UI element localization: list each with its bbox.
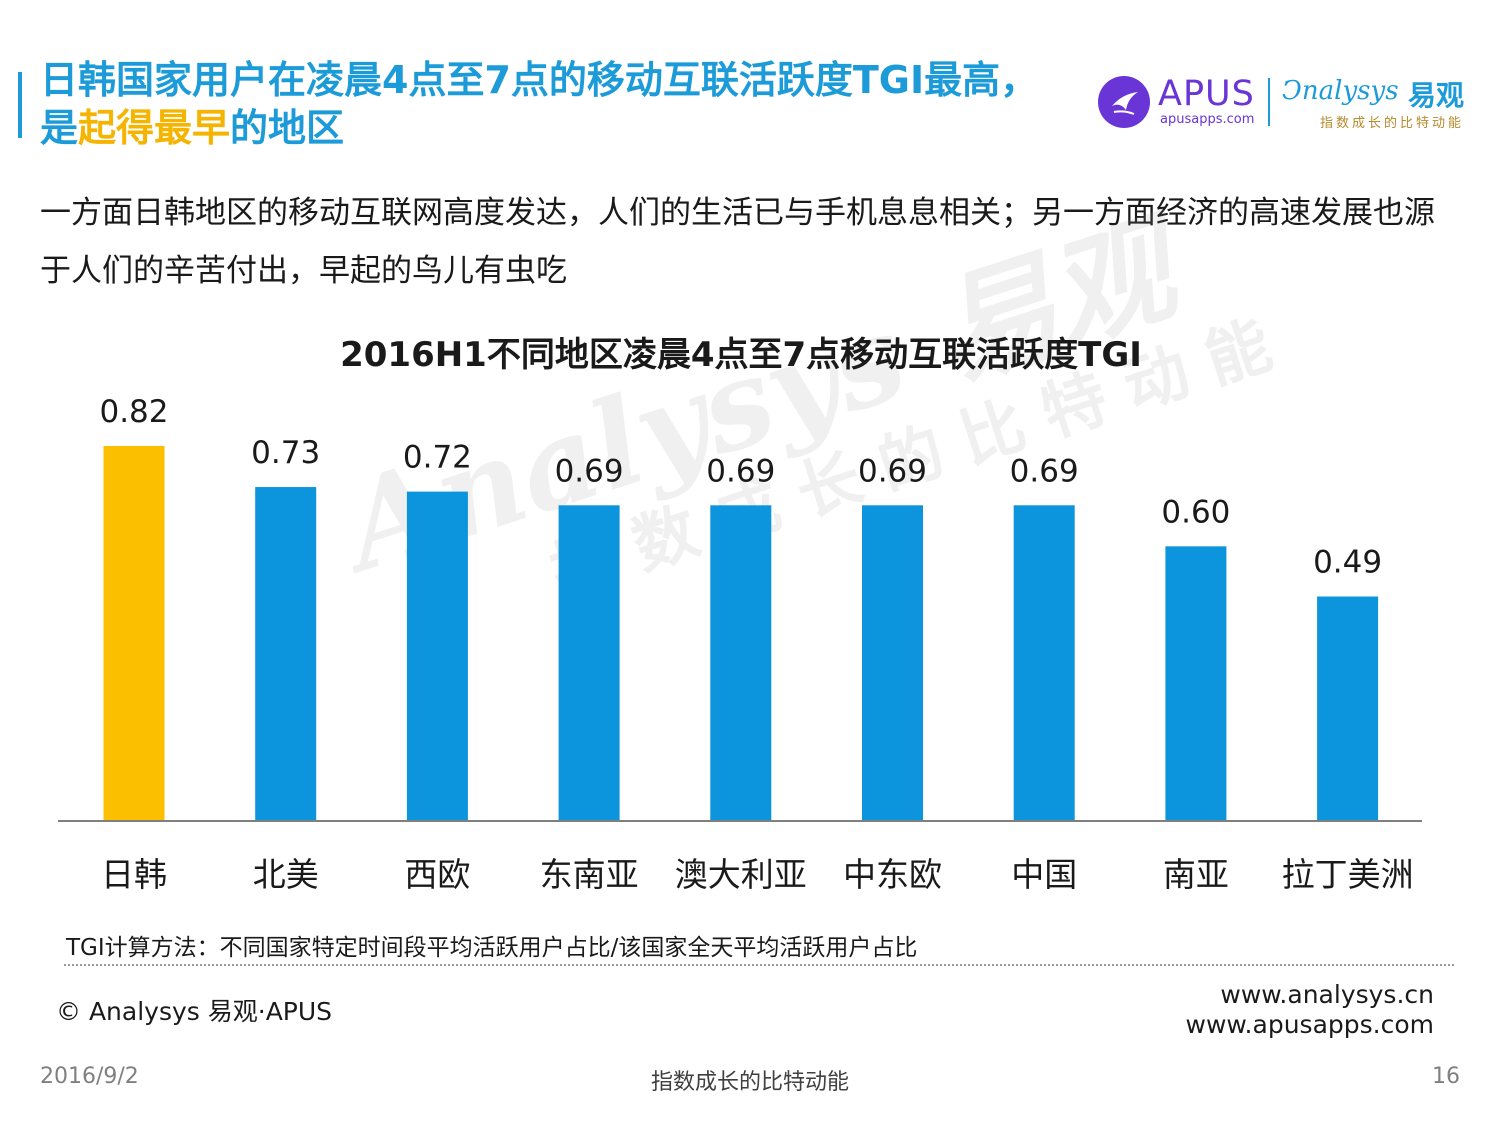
title-accent-bar xyxy=(18,72,22,138)
tgi-footnote: TGI计算方法：不同国家特定时间段平均活跃用户占比/该国家全天平均活跃用户占比 xyxy=(66,935,918,961)
bar-6 xyxy=(862,505,923,820)
category-label-5: 澳大利亚 xyxy=(675,855,807,894)
analysys-swirl-icon: Ↄ xyxy=(1282,76,1302,106)
page-title-part2: 的地区 xyxy=(230,106,345,150)
bar-7 xyxy=(1013,505,1075,820)
page-title-part1: 日韩国家用户在凌晨4点至7点的移动互联活跃度TGI最高，是 xyxy=(40,58,1039,150)
intro-text: 一方面日韩地区的移动互联网高度发达，人们的生活已与手机息息相关；另一方面经济的高… xyxy=(40,195,1435,289)
analysys-logo-text: Ↄnalysys xyxy=(1282,76,1399,106)
category-label-6: 中东欧 xyxy=(843,855,942,894)
page-number: 16 xyxy=(1432,1064,1460,1089)
apus-logo-url: apusapps.com xyxy=(1160,112,1255,127)
apus-logo-text: APUS xyxy=(1158,74,1255,114)
bar-4 xyxy=(558,505,620,820)
bar-9 xyxy=(1317,596,1379,820)
chart-title: 2016H1不同地区凌晨4点至7点移动互联活跃度TGI xyxy=(340,335,1142,375)
footnote-divider xyxy=(64,964,1454,966)
analysys-logo-cn: 易观 xyxy=(1408,79,1465,112)
bar-3 xyxy=(406,491,468,820)
data-label-2: 0.73 xyxy=(251,435,320,471)
category-label-3: 西欧 xyxy=(404,855,470,894)
category-label-8: 南亚 xyxy=(1163,855,1229,894)
category-label-2: 北美 xyxy=(253,855,319,894)
data-label-3: 0.72 xyxy=(403,440,472,476)
analysys-url: www.analysys.cn xyxy=(1220,980,1434,1009)
data-label-8: 0.60 xyxy=(1161,494,1230,530)
footer-slogan: 指数成长的比特动能 xyxy=(650,1070,849,1095)
data-label-7: 0.69 xyxy=(1010,453,1079,489)
footer-date: 2016/9/2 xyxy=(40,1064,139,1089)
bar-8 xyxy=(1165,546,1227,820)
category-label-4: 东南亚 xyxy=(540,855,639,894)
bar-1 xyxy=(103,446,165,820)
bar-2 xyxy=(255,487,317,820)
apus-url: www.apusapps.com xyxy=(1185,1010,1434,1039)
page-title: 日韩国家用户在凌晨4点至7点的移动互联活跃度TGI最高，是起得最早的地区 xyxy=(40,56,1060,152)
data-label-4: 0.69 xyxy=(555,453,624,489)
bar-5 xyxy=(710,505,772,820)
analysys-logo-name: nalysys xyxy=(1301,76,1399,106)
bar-chart: 2016H1不同地区凌晨4点至7点移动互联活跃度TGI 0.82 日韩 0.73 北美 0… xyxy=(58,335,1422,894)
category-label-9: 拉丁美洲 xyxy=(1282,855,1414,894)
logo-divider xyxy=(1268,78,1270,126)
data-label-1: 0.82 xyxy=(99,394,168,430)
data-label-5: 0.69 xyxy=(706,453,775,489)
category-label-7: 中国 xyxy=(1011,855,1077,894)
apus-logo-icon xyxy=(1098,76,1150,128)
category-label-1: 日韩 xyxy=(101,855,167,894)
copyright: © Analysys 易观·APUS xyxy=(56,997,333,1026)
brand-logos: APUS apusapps.com Ↄnalysys 易观 指数成长的比特动能 xyxy=(1098,74,1478,131)
data-label-6: 0.69 xyxy=(858,453,927,489)
page-title-highlight: 起得最早 xyxy=(78,106,231,150)
data-label-9: 0.49 xyxy=(1313,545,1382,581)
analysys-logo-slogan: 指数成长的比特动能 xyxy=(1320,116,1465,131)
